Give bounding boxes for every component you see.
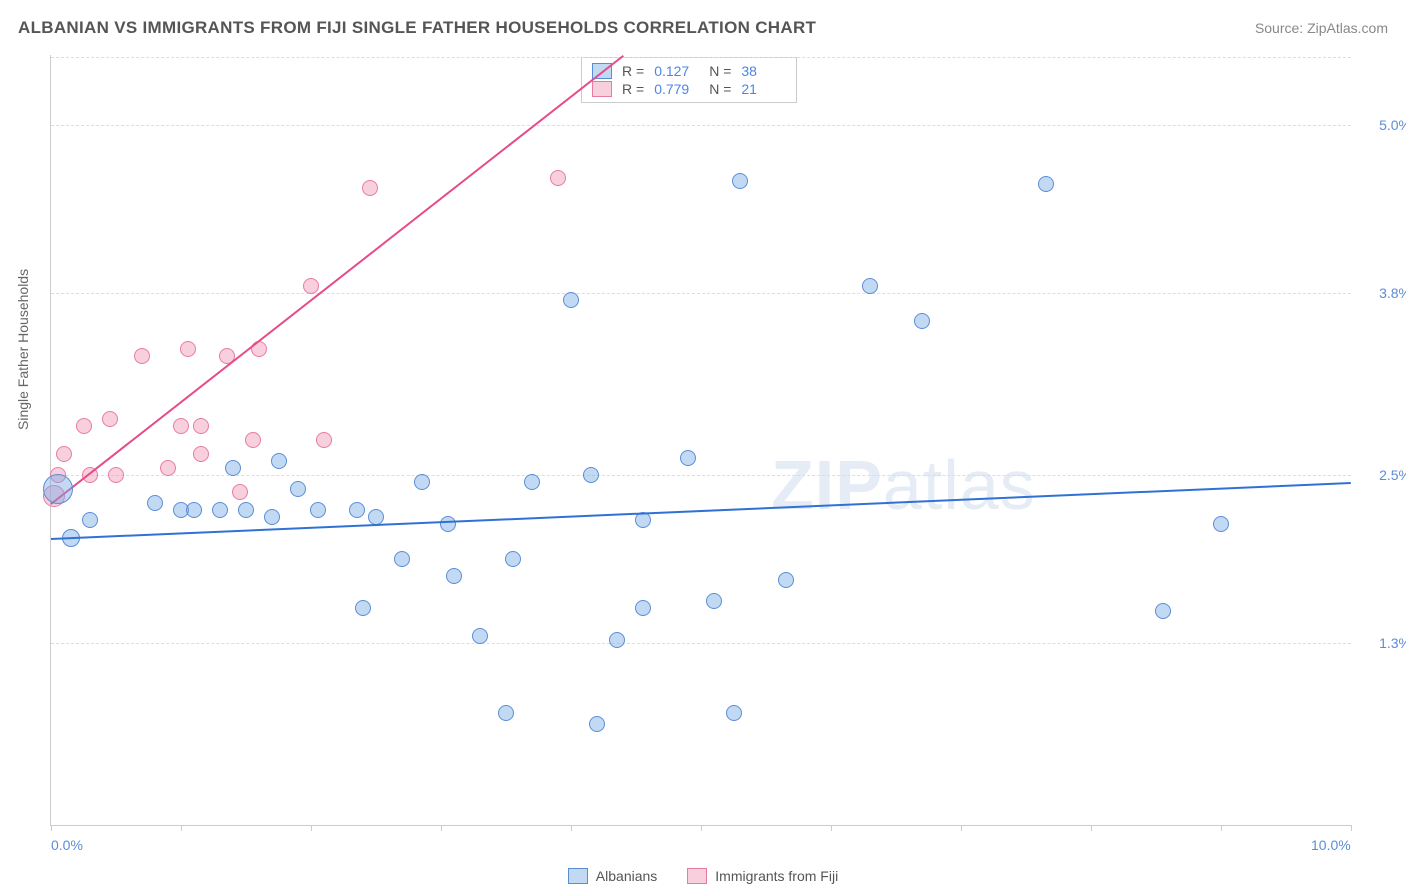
data-point-albanians: [706, 593, 722, 609]
data-point-albanians: [726, 705, 742, 721]
swatch-fiji: [687, 868, 707, 884]
x-tick-mark: [311, 825, 312, 831]
legend-label: Immigrants from Fiji: [715, 868, 838, 884]
x-tick-mark: [1091, 825, 1092, 831]
data-point-fiji: [232, 484, 248, 500]
data-point-fiji: [108, 467, 124, 483]
n-value-fiji: 21: [741, 81, 786, 97]
data-point-albanians: [440, 516, 456, 532]
x-tick-mark: [701, 825, 702, 831]
watermark: ZIPatlas: [771, 445, 1036, 525]
data-point-fiji: [180, 341, 196, 357]
swatch-fiji: [592, 81, 612, 97]
data-point-albanians: [862, 278, 878, 294]
data-point-albanians: [264, 509, 280, 525]
y-tick-label: 3.8%: [1379, 285, 1406, 301]
data-point-fiji: [550, 170, 566, 186]
gridline: [51, 125, 1351, 126]
x-tick-mark: [51, 825, 52, 831]
data-point-albanians: [43, 474, 73, 504]
swatch-albanians: [568, 868, 588, 884]
data-point-fiji: [102, 411, 118, 427]
gridline: [51, 475, 1351, 476]
data-point-albanians: [1155, 603, 1171, 619]
data-point-fiji: [303, 278, 319, 294]
data-point-albanians: [290, 481, 306, 497]
data-point-albanians: [446, 568, 462, 584]
y-tick-label: 2.5%: [1379, 467, 1406, 483]
data-point-albanians: [355, 600, 371, 616]
y-tick-label: 5.0%: [1379, 117, 1406, 133]
data-point-fiji: [193, 446, 209, 462]
data-point-albanians: [563, 292, 579, 308]
data-point-albanians: [82, 512, 98, 528]
legend-item-albanians: Albanians: [568, 868, 658, 884]
x-tick-mark: [961, 825, 962, 831]
data-point-albanians: [680, 450, 696, 466]
data-point-fiji: [56, 446, 72, 462]
data-point-fiji: [193, 418, 209, 434]
x-tick-mark: [441, 825, 442, 831]
r-label: R =: [622, 81, 644, 97]
chart-title: ALBANIAN VS IMMIGRANTS FROM FIJI SINGLE …: [18, 18, 816, 38]
data-point-albanians: [1213, 516, 1229, 532]
data-point-albanians: [524, 474, 540, 490]
data-point-albanians: [394, 551, 410, 567]
data-point-fiji: [245, 432, 261, 448]
data-point-albanians: [583, 467, 599, 483]
data-point-fiji: [134, 348, 150, 364]
n-label: N =: [709, 63, 731, 79]
n-value-albanians: 38: [741, 63, 786, 79]
data-point-fiji: [76, 418, 92, 434]
data-point-albanians: [147, 495, 163, 511]
r-value-albanians: 0.127: [654, 63, 699, 79]
data-point-albanians: [349, 502, 365, 518]
y-tick-label: 1.3%: [1379, 635, 1406, 651]
x-tick-label: 10.0%: [1311, 837, 1351, 853]
scatter-plot: ZIPatlas R = 0.127 N = 38 R = 0.779 N = …: [50, 55, 1351, 826]
data-point-albanians: [609, 632, 625, 648]
x-tick-label: 0.0%: [51, 837, 83, 853]
r-value-fiji: 0.779: [654, 81, 699, 97]
legend-item-fiji: Immigrants from Fiji: [687, 868, 838, 884]
data-point-albanians: [635, 600, 651, 616]
x-tick-mark: [181, 825, 182, 831]
stats-row-fiji: R = 0.779 N = 21: [592, 80, 786, 98]
data-point-albanians: [368, 509, 384, 525]
y-axis-label: Single Father Households: [15, 269, 31, 430]
x-tick-mark: [571, 825, 572, 831]
data-point-albanians: [238, 502, 254, 518]
data-point-albanians: [589, 716, 605, 732]
data-point-albanians: [472, 628, 488, 644]
data-point-albanians: [505, 551, 521, 567]
data-point-fiji: [316, 432, 332, 448]
data-point-albanians: [414, 474, 430, 490]
data-point-albanians: [1038, 176, 1054, 192]
legend-label: Albanians: [596, 868, 658, 884]
data-point-albanians: [186, 502, 202, 518]
gridline: [51, 293, 1351, 294]
x-tick-mark: [831, 825, 832, 831]
data-point-albanians: [732, 173, 748, 189]
data-point-albanians: [778, 572, 794, 588]
stats-row-albanians: R = 0.127 N = 38: [592, 62, 786, 80]
data-point-fiji: [173, 418, 189, 434]
source-label: Source: ZipAtlas.com: [1255, 20, 1388, 36]
x-tick-mark: [1351, 825, 1352, 831]
trend-line-fiji: [50, 55, 623, 505]
n-label: N =: [709, 81, 731, 97]
gridline: [51, 643, 1351, 644]
x-tick-mark: [1221, 825, 1222, 831]
data-point-albanians: [310, 502, 326, 518]
gridline: [51, 57, 1351, 58]
data-point-albanians: [914, 313, 930, 329]
data-point-albanians: [212, 502, 228, 518]
data-point-albanians: [498, 705, 514, 721]
bottom-legend: Albanians Immigrants from Fiji: [0, 868, 1406, 884]
data-point-fiji: [362, 180, 378, 196]
data-point-fiji: [160, 460, 176, 476]
data-point-albanians: [271, 453, 287, 469]
r-label: R =: [622, 63, 644, 79]
data-point-albanians: [225, 460, 241, 476]
